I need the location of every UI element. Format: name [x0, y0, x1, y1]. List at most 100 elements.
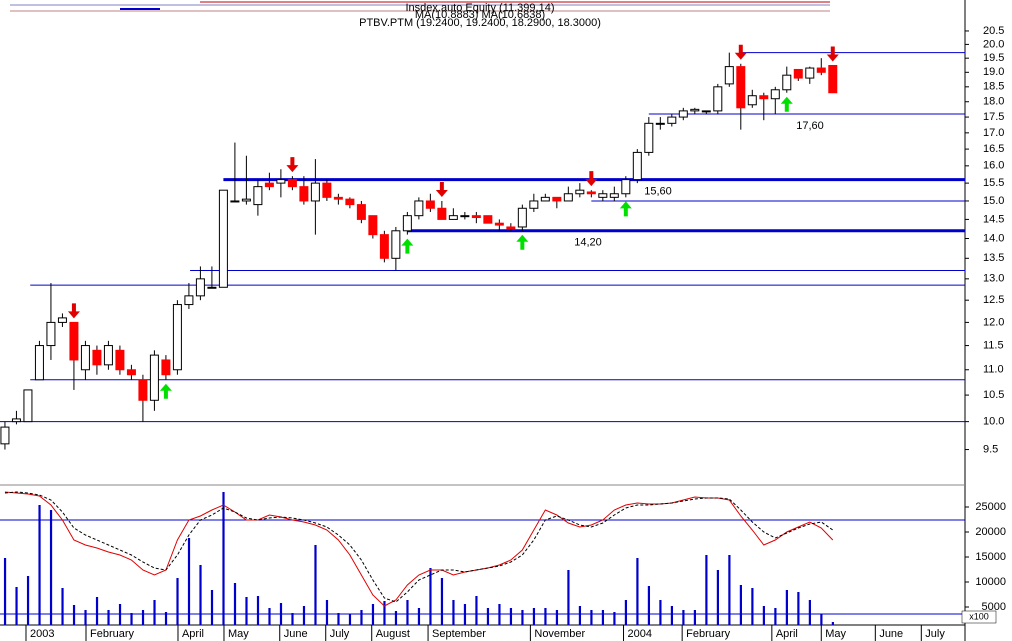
candle-body — [667, 116, 677, 124]
candle-body — [287, 179, 297, 188]
x-tick-label: 2004 — [628, 628, 652, 640]
x-tick-label: February — [90, 628, 135, 640]
candle-body — [621, 179, 631, 195]
y-tick-label: 9.5 — [983, 443, 998, 455]
candle-body — [586, 191, 596, 195]
candle-body — [563, 193, 573, 202]
volume-bar — [509, 608, 513, 625]
unit-label: x100 — [969, 611, 989, 621]
y-tick-label: 25000 — [975, 501, 1006, 513]
x-tick-label: 2003 — [30, 628, 54, 640]
candle-body — [736, 66, 746, 109]
candle-body — [195, 278, 205, 297]
y-tick-label: 19.5 — [983, 52, 1004, 64]
support-label: 15,60 — [644, 186, 672, 198]
volume-bar — [774, 608, 777, 625]
volume-bar — [820, 614, 823, 625]
volume-bar — [647, 586, 651, 625]
buy-arrow — [516, 234, 529, 250]
candle-body — [448, 215, 458, 220]
candle-body — [207, 286, 217, 289]
volume-bar — [475, 596, 478, 625]
candle-body — [379, 234, 389, 259]
candle-body — [529, 200, 539, 209]
volume-bar — [72, 605, 76, 625]
x-tick-label: May — [825, 628, 846, 640]
candle-body — [0, 426, 10, 445]
buy-arrow — [401, 238, 414, 254]
candle-body — [218, 189, 228, 288]
volume-bar — [613, 612, 616, 625]
volume-bar — [210, 590, 214, 625]
volume-bar — [256, 596, 260, 625]
y-tick-label: 10.5 — [983, 389, 1004, 401]
indicator-line — [4, 491, 834, 603]
candle-body — [46, 321, 56, 347]
candle-body — [57, 317, 67, 323]
candle-body — [115, 349, 125, 371]
x-tick-label: May — [228, 628, 249, 640]
y-tick-label: 16.5 — [983, 143, 1004, 155]
volume-bar — [808, 600, 811, 625]
volume-bar — [38, 505, 41, 625]
volume-bar — [187, 538, 191, 625]
x-tick-label: June — [284, 628, 308, 640]
candle-body — [34, 345, 44, 381]
candle-body — [23, 389, 33, 423]
x-tick-label: April — [182, 628, 204, 640]
volume-bar — [245, 597, 248, 625]
header-text: Insdex.auto Equity (11.399,14) — [405, 2, 554, 14]
volume-bar — [406, 600, 409, 625]
volume-bar — [762, 606, 765, 625]
y-tick-label: 17.0 — [983, 127, 1004, 139]
volume-bar — [705, 555, 708, 625]
candle-body — [690, 108, 700, 112]
candle-body — [310, 182, 320, 202]
candle-body — [540, 196, 550, 202]
candle-body — [747, 95, 757, 106]
candle-body — [793, 68, 803, 79]
candle-body — [368, 215, 378, 236]
volume-bar — [659, 600, 662, 625]
y-tick-label: 17.5 — [983, 111, 1004, 123]
candle-body — [828, 64, 838, 94]
volume-bar — [532, 608, 536, 625]
candle-body — [11, 418, 21, 423]
candle-body — [402, 215, 412, 232]
candle-body — [299, 186, 309, 202]
candle-body — [517, 207, 527, 228]
candle-body — [126, 369, 136, 376]
volume-bar — [61, 588, 64, 625]
volume-bar — [785, 590, 788, 625]
volume-bar — [337, 613, 340, 625]
volume-bar — [279, 603, 283, 625]
candle-body — [575, 189, 585, 195]
volume-bar — [590, 610, 593, 625]
y-tick-label: 19.0 — [983, 66, 1004, 78]
volume-bar — [682, 610, 685, 625]
volume-bar — [153, 600, 156, 625]
y-tick-label: 14.5 — [983, 213, 1004, 225]
x-tick-label: April — [776, 628, 798, 640]
candle-body — [655, 122, 665, 125]
volume-bar — [371, 604, 375, 625]
x-tick-label: July — [925, 628, 945, 640]
y-tick-label: 13.5 — [983, 252, 1004, 264]
candle-body — [276, 179, 286, 184]
sell-arrow — [826, 46, 839, 62]
volume-bar — [498, 604, 501, 625]
candle-body — [356, 204, 366, 220]
y-tick-label: 20.5 — [983, 25, 1004, 37]
candle-body — [632, 151, 642, 181]
volume-bar — [693, 610, 697, 625]
header-text: MA(10.8883) MA(10.6838) — [415, 9, 545, 21]
candle-body — [345, 198, 355, 206]
x-tick-label: June — [879, 628, 903, 640]
volume-bar — [578, 606, 582, 625]
volume-bar — [348, 614, 352, 625]
volume-bar — [440, 578, 444, 625]
volume-bar — [394, 611, 398, 625]
volume-bar — [544, 608, 547, 625]
y-tick-label: 15000 — [975, 551, 1006, 563]
